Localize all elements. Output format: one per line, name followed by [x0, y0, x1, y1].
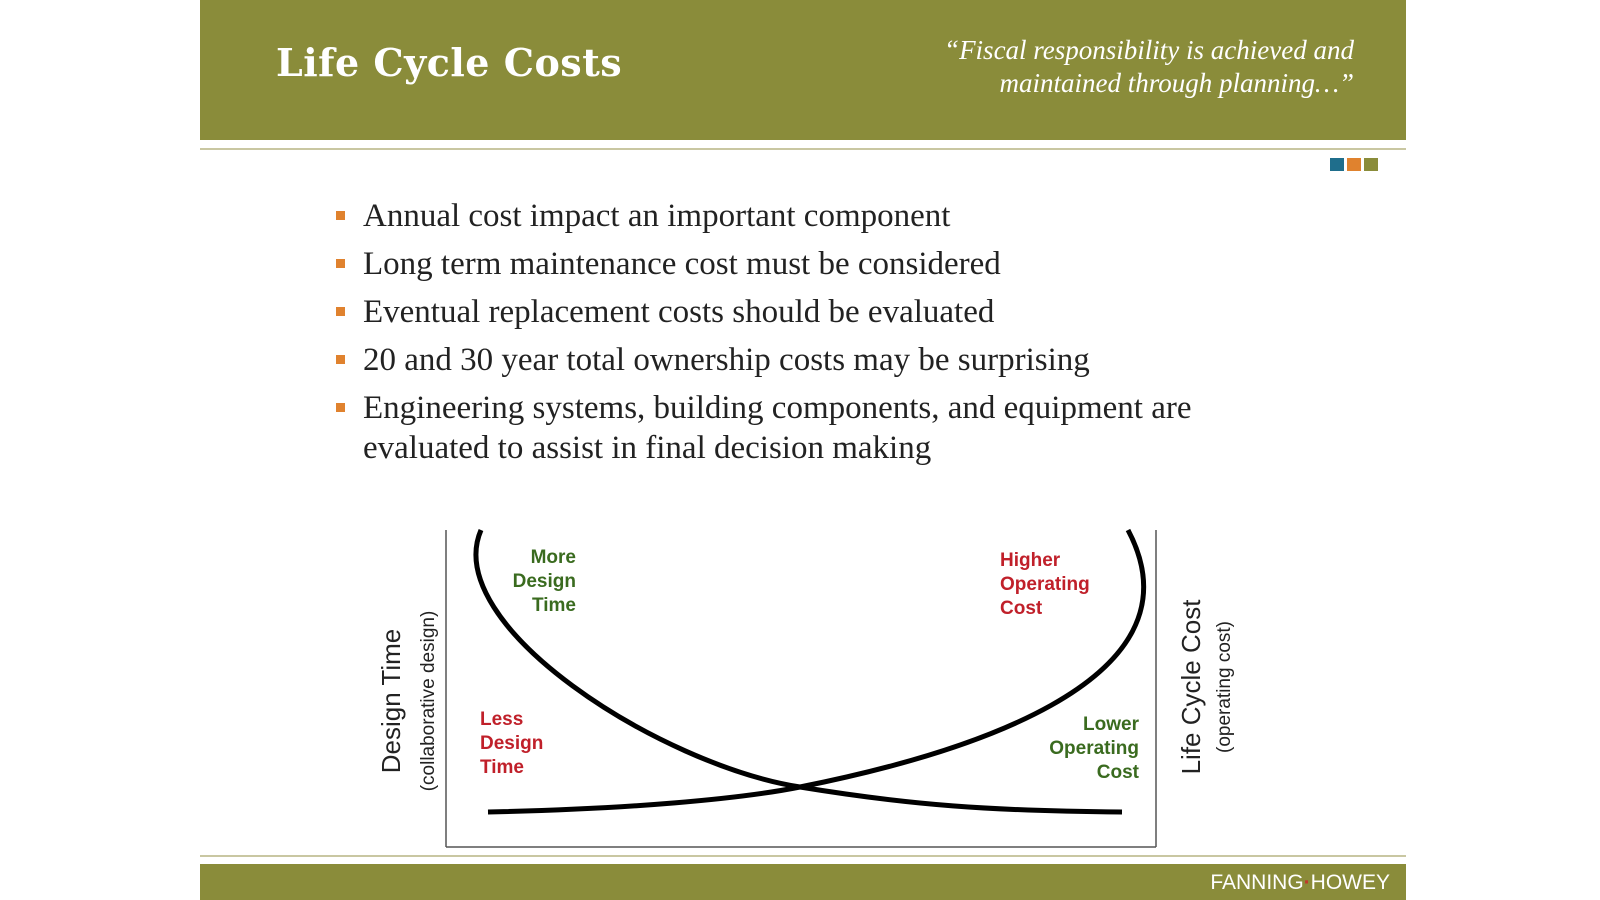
bullet-item: Long term maintenance cost must be consi…: [330, 244, 1293, 284]
design-time-curve: [473, 529, 1123, 815]
bullet-item: Engineering systems, building components…: [330, 388, 1293, 468]
annotation-line: Cost: [1097, 762, 1140, 783]
logo-dot-icon: ·: [1303, 871, 1311, 894]
bullet-list: Annual cost impact an important componen…: [330, 196, 1293, 476]
annotation-line: Lower: [1083, 714, 1140, 735]
left-axis-sublabel: (collaborative design): [418, 611, 439, 792]
bullet-marker-icon: [336, 403, 345, 412]
company-logo: FANNING·HOWEY: [1210, 871, 1390, 895]
annotation-line: Design: [480, 733, 543, 754]
bullet-text: Engineering systems, building components…: [363, 390, 1192, 466]
annotation-line: Cost: [1000, 598, 1043, 619]
accent-square-orange: [1347, 158, 1361, 171]
bullet-text: Long term maintenance cost must be consi…: [363, 246, 1001, 282]
annotation-line: Less: [480, 709, 523, 730]
annotation-line: Design: [513, 571, 576, 592]
accent-square-olive: [1364, 158, 1378, 171]
higher-operating-cost-label: Higher Operating Cost: [1000, 550, 1090, 619]
annotation-line: Time: [532, 595, 576, 616]
right-axis-label: Life Cycle Cost: [1176, 599, 1206, 775]
life-cycle-chart: Design Time (collaborative design) Life …: [370, 525, 1270, 855]
logo-text-right: HOWEY: [1310, 871, 1390, 894]
bullet-marker-icon: [336, 259, 345, 268]
bullet-marker-icon: [336, 355, 345, 364]
annotation-line: Time: [480, 757, 524, 778]
slide-footer: FANNING·HOWEY: [200, 864, 1406, 900]
right-axis-sublabel: (operating cost): [1214, 621, 1235, 753]
bullet-marker-icon: [336, 307, 345, 316]
bullet-item: Annual cost impact an important componen…: [330, 196, 1293, 236]
slide: Life Cycle Costs “Fiscal responsibility …: [200, 0, 1406, 900]
annotation-line: Operating: [1049, 738, 1139, 759]
quote-line-1: “Fiscal responsibility is achieved and: [944, 35, 1354, 65]
operating-cost-curve: [487, 528, 1147, 815]
slide-header: Life Cycle Costs “Fiscal responsibility …: [200, 0, 1406, 140]
annotation-line: Higher: [1000, 550, 1061, 571]
bottom-divider: [200, 855, 1406, 857]
accent-squares: [1330, 158, 1378, 171]
accent-square-blue: [1330, 158, 1344, 171]
lower-operating-cost-label: Lower Operating Cost: [1049, 714, 1139, 783]
quote-line-2: maintained through planning…”: [999, 68, 1354, 98]
bullet-item: 20 and 30 year total ownership costs may…: [330, 340, 1293, 380]
left-axis-label: Design Time: [376, 629, 406, 774]
bullet-text: Annual cost impact an important componen…: [363, 198, 951, 234]
slide-title: Life Cycle Costs: [276, 40, 623, 85]
less-design-time-label: Less Design Time: [480, 709, 543, 778]
header-quote: “Fiscal responsibility is achieved and m…: [914, 34, 1354, 100]
chart-svg: Design Time (collaborative design) Life …: [376, 528, 1235, 848]
annotation-line: More: [531, 547, 576, 568]
top-divider: [200, 148, 1406, 150]
bullet-marker-icon: [336, 211, 345, 220]
logo-text-left: FANNING: [1210, 871, 1304, 894]
bullet-text: Eventual replacement costs should be eva…: [363, 294, 995, 330]
more-design-time-label: More Design Time: [513, 547, 576, 616]
annotation-line: Operating: [1000, 574, 1090, 595]
bullet-item: Eventual replacement costs should be eva…: [330, 292, 1293, 332]
bullet-text: 20 and 30 year total ownership costs may…: [363, 342, 1090, 378]
